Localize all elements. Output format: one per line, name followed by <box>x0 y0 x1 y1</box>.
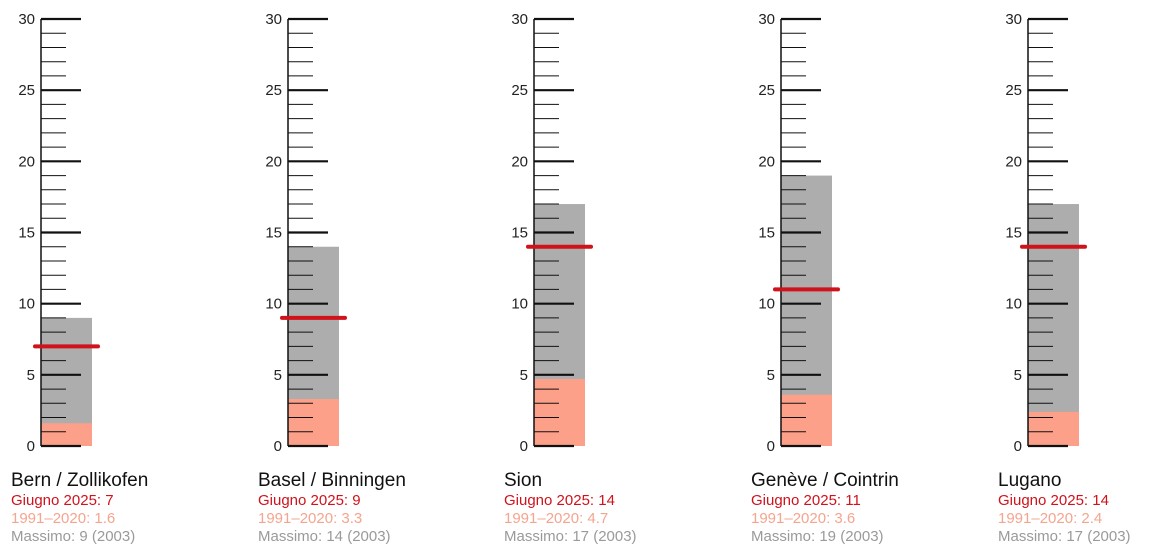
thermometer-charts: 0 5 10 15 20 25 30 0 5 10 15 20 25 30 0 5 10 15 20 25 30 0 5 10… <box>18 11 1087 455</box>
current-value-label: Giugno 2025: 9 <box>258 492 361 509</box>
y-tick-label: 20 <box>511 153 528 170</box>
y-tick-label: 15 <box>511 225 528 242</box>
station-name: Lugano <box>998 470 1062 491</box>
y-tick-label: 5 <box>27 367 35 384</box>
y-tick-label: 10 <box>511 296 528 313</box>
station-chart: 0 5 10 15 20 25 30 <box>758 11 840 455</box>
current-value-label: Giugno 2025: 14 <box>998 492 1109 509</box>
record-value-label: Massimo: 19 (2003) <box>751 528 884 545</box>
y-tick-label: 10 <box>758 296 775 313</box>
normal-bar <box>41 423 92 446</box>
record-bar <box>1028 204 1079 446</box>
normal-bar <box>288 399 339 446</box>
record-value-label: Massimo: 17 (2003) <box>998 528 1131 545</box>
station-name: Genève / Cointrin <box>751 470 899 491</box>
y-tick-label: 20 <box>758 153 775 170</box>
station-chart: 0 5 10 15 20 25 30 <box>1005 11 1087 455</box>
station-chart: 0 5 10 15 20 25 30 <box>511 11 593 455</box>
y-tick-label: 20 <box>265 153 282 170</box>
station-name: Sion <box>504 470 543 491</box>
current-value-label: Giugno 2025: 14 <box>504 492 615 509</box>
normal-bar <box>534 379 585 446</box>
y-tick-label: 30 <box>758 11 775 28</box>
station-caption: Bern / Zollikofen Giugno 2025: 7 1991–2020… <box>11 470 251 546</box>
station-name: Bern / Zollikofen <box>11 470 149 491</box>
normal-value-label: 1991–2020: 3.6 <box>751 510 856 527</box>
y-tick-label: 20 <box>1005 153 1022 170</box>
y-tick-label: 0 <box>767 438 775 455</box>
y-tick-label: 20 <box>18 153 35 170</box>
y-tick-label: 0 <box>520 438 528 455</box>
record-value-label: Massimo: 17 (2003) <box>504 528 637 545</box>
station-name: Basel / Binningen <box>258 470 406 491</box>
y-tick-label: 5 <box>274 367 282 384</box>
record-value-label: Massimo: 14 (2003) <box>258 528 391 545</box>
normal-bar <box>781 394 832 446</box>
y-tick-label: 5 <box>1014 367 1022 384</box>
normal-value-label: 1991–2020: 1.6 <box>11 510 116 527</box>
y-tick-label: 25 <box>18 82 35 99</box>
y-tick-label: 25 <box>511 82 528 99</box>
record-value-label: Massimo: 9 (2003) <box>11 528 136 545</box>
y-tick-label: 30 <box>511 11 528 28</box>
y-tick-label: 5 <box>520 367 528 384</box>
y-tick-label: 10 <box>18 296 35 313</box>
normal-bar <box>1028 411 1079 446</box>
y-tick-label: 10 <box>1005 296 1022 313</box>
y-tick-label: 10 <box>265 296 282 313</box>
y-tick-label: 5 <box>767 367 775 384</box>
y-tick-label: 15 <box>1005 225 1022 242</box>
normal-value-label: 1991–2020: 2.4 <box>998 510 1103 527</box>
y-tick-label: 15 <box>265 225 282 242</box>
station-caption: Lugano Giugno 2025: 14 1991–2020: 2.4 Massi… <box>998 470 1154 546</box>
station-caption: Genève / Cointrin Giugno 2025: 11 1991–202… <box>751 470 991 546</box>
y-tick-label: 25 <box>265 82 282 99</box>
current-value-label: Giugno 2025: 11 <box>751 492 861 509</box>
y-tick-label: 25 <box>1005 82 1022 99</box>
station-chart: 0 5 10 15 20 25 30 <box>18 11 100 455</box>
y-tick-label: 0 <box>27 438 35 455</box>
station-caption: Basel / Binningen Giugno 2025: 9 1991–2020… <box>258 470 498 546</box>
y-tick-label: 25 <box>758 82 775 99</box>
station-caption: Sion Giugno 2025: 14 1991–2020: 4.7 Massimo… <box>504 470 744 546</box>
y-tick-label: 0 <box>274 438 282 455</box>
current-value-label: Giugno 2025: 7 <box>11 492 114 509</box>
y-tick-label: 30 <box>265 11 282 28</box>
y-tick-label: 30 <box>1005 11 1022 28</box>
station-chart: 0 5 10 15 20 25 30 <box>265 11 347 455</box>
y-tick-label: 15 <box>758 225 775 242</box>
y-tick-label: 30 <box>18 11 35 28</box>
normal-value-label: 1991–2020: 4.7 <box>504 510 609 527</box>
y-tick-label: 0 <box>1014 438 1022 455</box>
y-tick-label: 15 <box>18 225 35 242</box>
normal-value-label: 1991–2020: 3.3 <box>258 510 363 527</box>
